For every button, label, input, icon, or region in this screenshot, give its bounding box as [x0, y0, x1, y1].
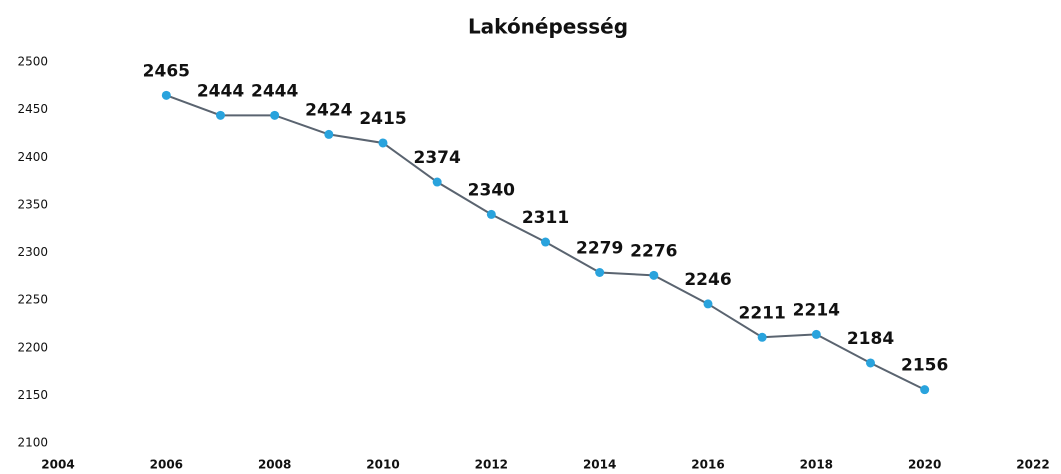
x-tick-label: 2006	[150, 458, 183, 472]
data-label: 2276	[630, 241, 677, 261]
x-tick-label: 2018	[800, 458, 833, 472]
y-tick-label: 2450	[17, 102, 48, 116]
y-tick-label: 2300	[17, 245, 48, 259]
data-point	[324, 129, 334, 139]
data-label: 2246	[684, 270, 731, 290]
x-tick-label: 2008	[258, 458, 291, 472]
y-tick-label: 2350	[17, 197, 48, 211]
data-label: 2340	[468, 180, 515, 200]
data-label: 2465	[143, 61, 190, 81]
data-point	[649, 270, 659, 280]
x-tick-label: 2004	[41, 458, 74, 472]
data-label: 2415	[359, 109, 406, 129]
data-point	[811, 329, 821, 339]
data-point	[541, 237, 550, 247]
y-tick-label: 2500	[17, 55, 48, 69]
data-label: 2444	[251, 81, 298, 101]
x-tick-label: 2010	[366, 458, 399, 472]
y-tick-label: 2150	[17, 388, 48, 402]
data-label: 2444	[197, 81, 244, 101]
data-point	[703, 299, 713, 309]
x-tick-label: 2022	[1016, 458, 1049, 472]
data-label: 2279	[576, 239, 623, 259]
y-tick-label: 2250	[17, 293, 48, 307]
data-label: 2424	[305, 100, 352, 120]
chart-title: Lakónépesség	[468, 15, 628, 39]
data-point	[486, 209, 496, 219]
x-tick-label: 2012	[475, 458, 508, 472]
x-tick-label: 2016	[691, 458, 724, 472]
data-point	[270, 110, 280, 120]
y-tick-label: 2400	[17, 150, 48, 164]
data-point	[595, 268, 605, 278]
data-label: 2374	[414, 148, 461, 168]
data-point	[920, 385, 930, 395]
data-label: 2311	[522, 208, 569, 228]
x-tick-label: 2014	[583, 458, 616, 472]
data-point	[216, 110, 225, 120]
data-point	[432, 177, 442, 187]
data-point	[757, 332, 767, 342]
data-point	[378, 138, 388, 148]
data-label: 2211	[739, 303, 786, 323]
data-label: 2184	[847, 329, 894, 349]
data-label: 2156	[901, 356, 948, 376]
y-tick-label: 2100	[17, 436, 48, 450]
y-tick-label: 2200	[17, 340, 48, 354]
data-point	[866, 358, 875, 368]
data-point	[161, 90, 171, 100]
data-label: 2214	[793, 300, 840, 320]
x-tick-label: 2020	[908, 458, 941, 472]
